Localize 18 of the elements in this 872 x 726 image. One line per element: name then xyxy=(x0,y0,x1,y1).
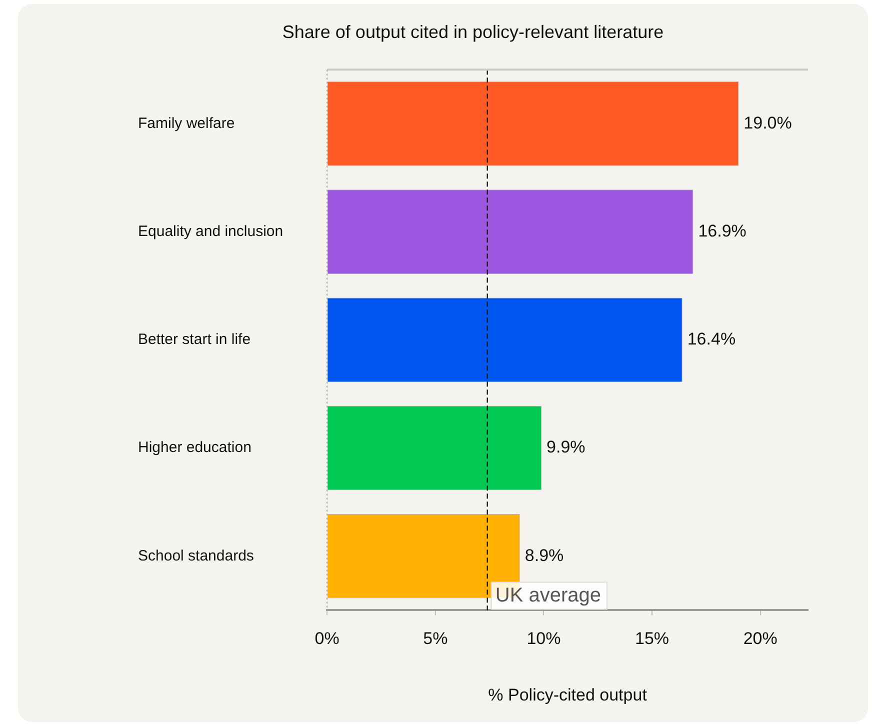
y-tick-label: Equality and inclusion xyxy=(138,222,284,240)
data-label: 9.9% xyxy=(546,438,586,457)
x-tick-label: 5% xyxy=(423,629,448,648)
data-label: 16.4% xyxy=(687,330,736,349)
chart-title: Share of output cited in policy-relevant literature xyxy=(282,22,664,42)
ref-line-label: UK average xyxy=(495,584,602,607)
data-label: 19.0% xyxy=(744,113,792,132)
data-label: 8.9% xyxy=(524,546,564,565)
x-tick-label: 0% xyxy=(314,629,340,648)
y-tick-label: Higher education xyxy=(138,439,252,456)
y-tick-label: School standards xyxy=(138,547,254,564)
x-tick-label: 15% xyxy=(635,629,670,648)
x-tick-label: 10% xyxy=(526,629,561,648)
y-tick-label: Better start in life xyxy=(138,331,251,348)
y-tick-label: Family welfare xyxy=(138,114,235,132)
x-axis-title: % Policy-cited output xyxy=(488,685,648,704)
x-tick-label: 20% xyxy=(743,629,778,648)
data-label: 16.9% xyxy=(698,221,746,240)
